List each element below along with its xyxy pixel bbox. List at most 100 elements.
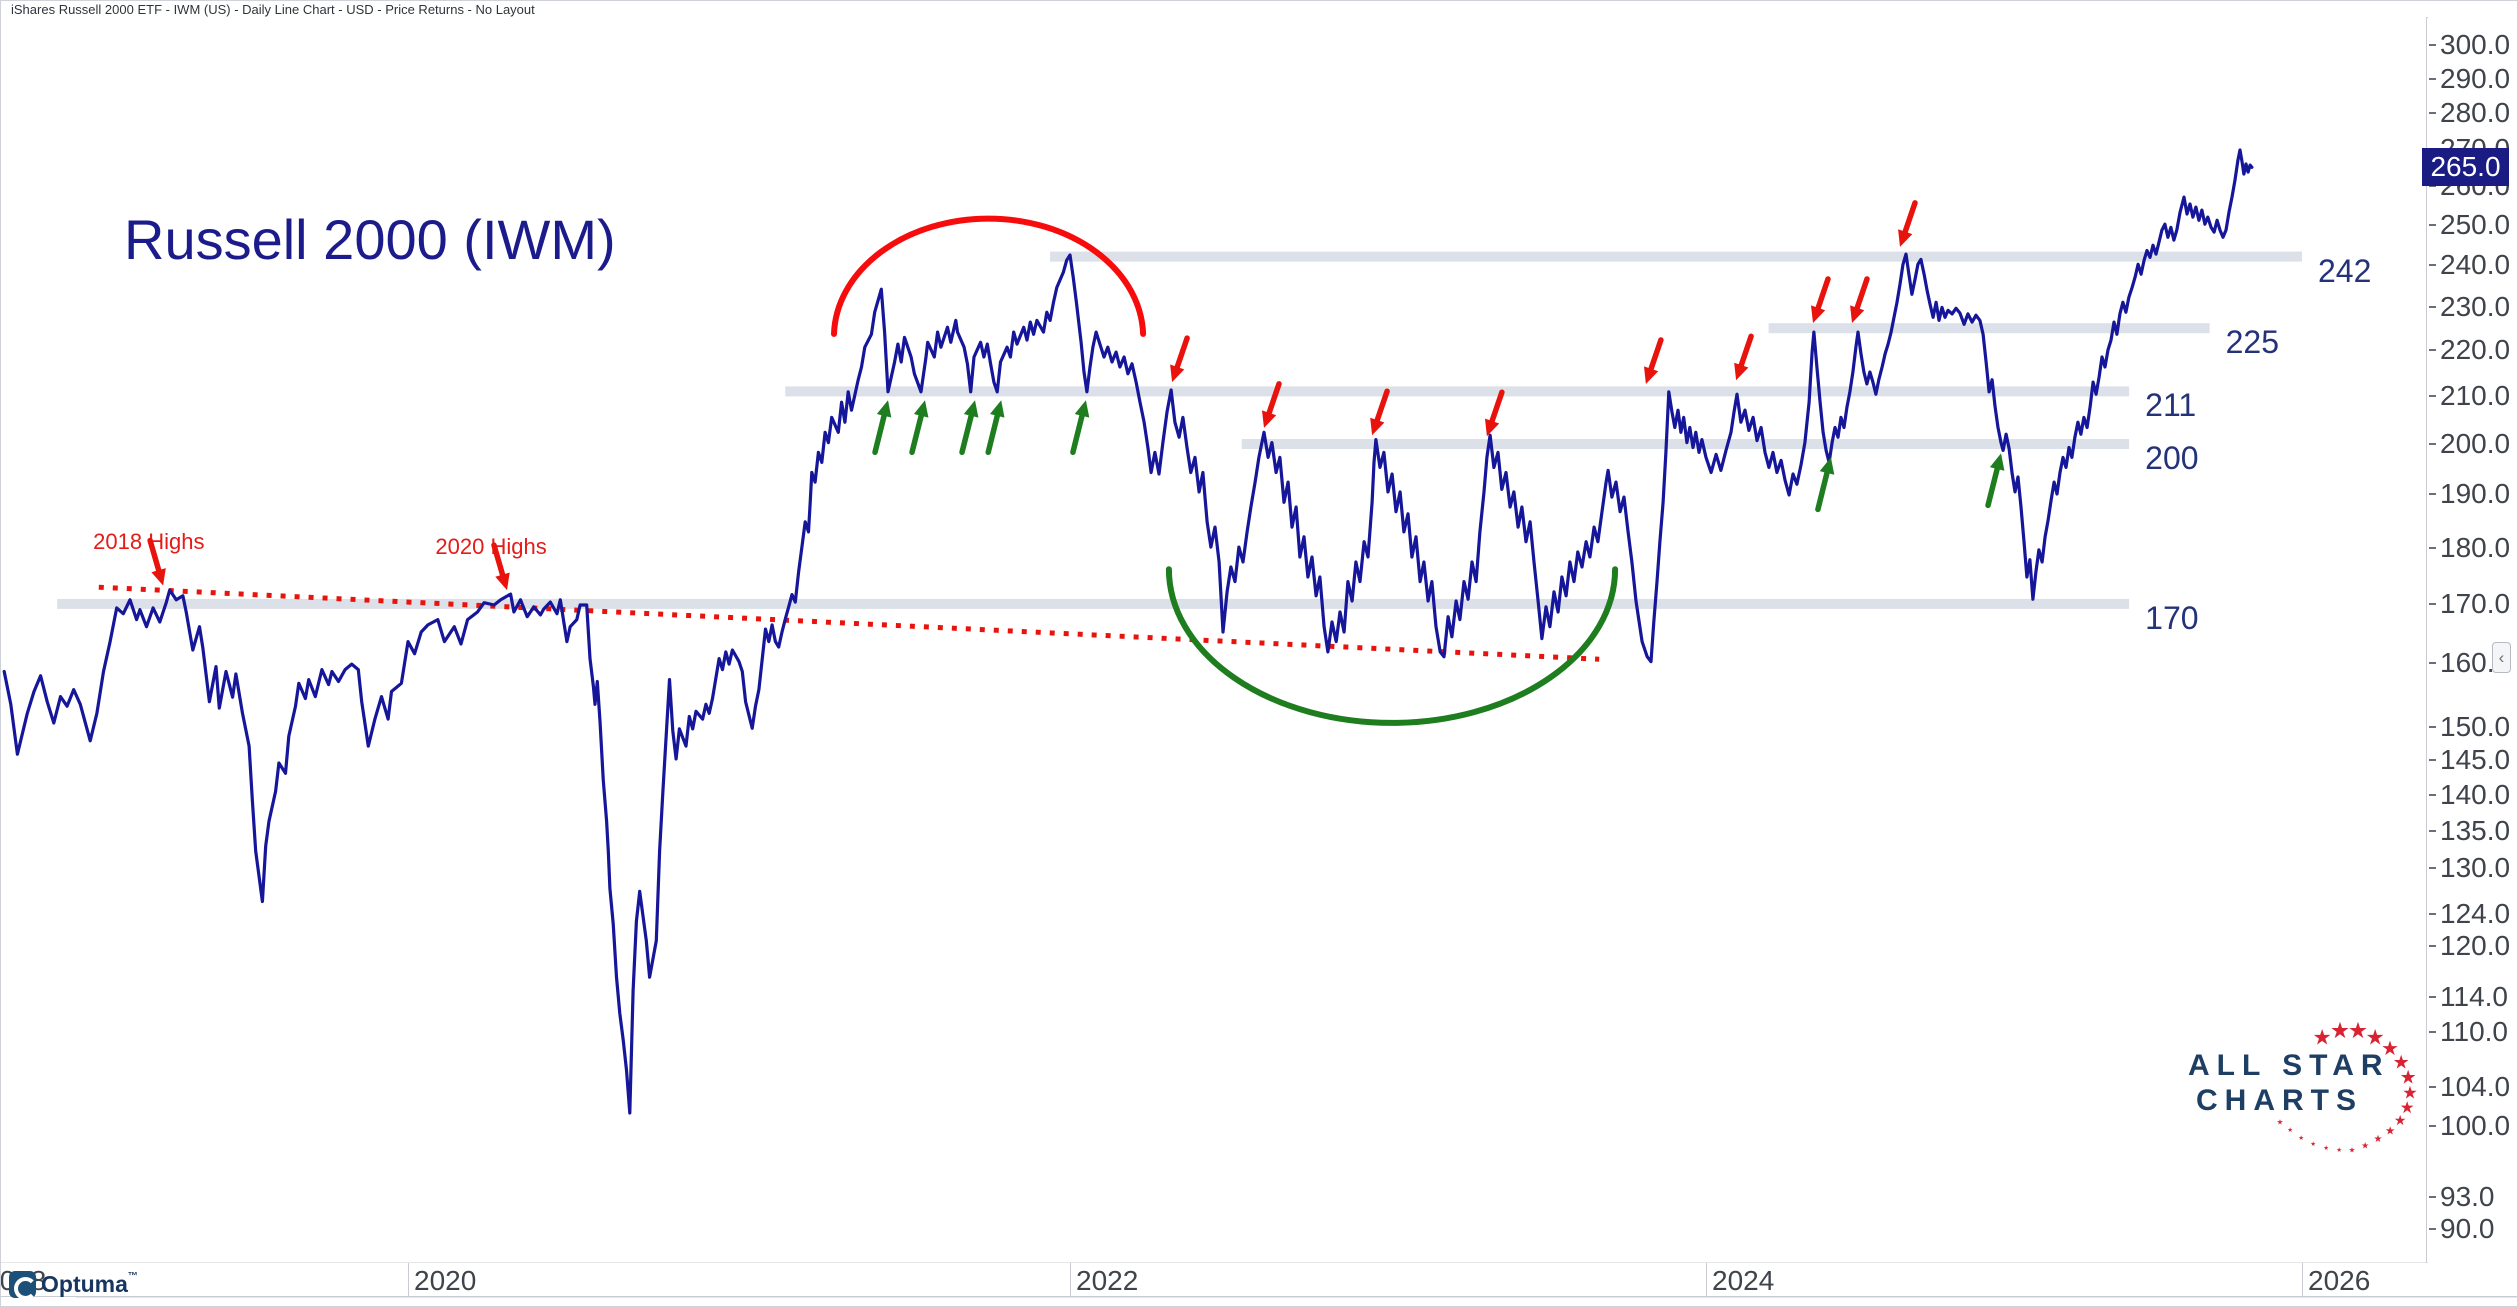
price-tick-mark [2429, 546, 2436, 549]
price-tick-label-220: 220.0 [2440, 334, 2511, 366]
optuma-logo: Optuma™ [9, 1269, 138, 1300]
level-label-225: 225 [2225, 324, 2279, 361]
asc-star-icon-12: ★ [2373, 1134, 2383, 1145]
allstarcharts-logo-line2: CHARTS [2196, 1084, 2363, 1117]
asc-star-icon-20: ★ [2276, 1117, 2284, 1127]
year-gridline-2024 [1706, 1263, 1707, 1297]
price-tick-mark [2429, 1030, 2436, 1033]
price-tick-mark [2429, 662, 2436, 665]
price-tick-mark [2429, 1086, 2436, 1089]
asc-star-icon-8: ★ [2402, 1082, 2418, 1103]
window-title: iShares Russell 2000 ETF - IWM (US) - Da… [11, 2, 535, 17]
price-tick-label-210: 210.0 [2440, 380, 2511, 412]
price-tick-label-200: 200.0 [2440, 428, 2511, 460]
price-tick-label-124: 124.0 [2440, 898, 2511, 930]
window-title-bar: iShares Russell 2000 ETF - IWM (US) - Da… [1, 1, 2517, 18]
chart-plot-area[interactable]: Russell 2000 (IWM) 242 225 211 200 170 2018 H… [1, 17, 2427, 1263]
asc-star-icon-14: ★ [2348, 1145, 2356, 1155]
price-tick-mark [2429, 263, 2436, 266]
price-tick-mark [2429, 866, 2436, 869]
year-label-2022: 2022 [1076, 1265, 1139, 1296]
year-gridline-2022 [1070, 1263, 1071, 1297]
price-tick-mark [2429, 725, 2436, 728]
asc-star-icon-17: ★ [2310, 1140, 2316, 1148]
price-tick-label-150: 150.0 [2440, 710, 2511, 742]
price-tick-mark [2429, 602, 2436, 605]
price-tick-mark [2429, 759, 2436, 762]
price-tick-label-290: 290.0 [2440, 62, 2511, 94]
asc-star-icon-9: ★ [2399, 1098, 2415, 1117]
asc-star-icon-15: ★ [2336, 1146, 2342, 1154]
year-gridline-2026 [2302, 1263, 2303, 1297]
optuma-icon [9, 1270, 37, 1300]
price-tick-label-114: 114.0 [2440, 980, 2508, 1012]
price-tick-label-180: 180.0 [2440, 531, 2511, 563]
price-tick-mark [2429, 913, 2436, 916]
price-axis[interactable]: 300.0290.0280.0270.0260.0250.0240.0230.0… [2428, 17, 2517, 1263]
year-label-2024: 2024 [1712, 1265, 1775, 1296]
price-tick-mark [2429, 223, 2436, 226]
price-tick-label-100: 100.0 [2440, 1109, 2511, 1141]
price-tick-label-240: 240.0 [2440, 248, 2511, 280]
price-tick-mark [2429, 44, 2436, 47]
asc-star-icon-1: ★ [2312, 1025, 2332, 1050]
price-tick-mark [2429, 493, 2436, 496]
price-tick-label-230: 230.0 [2440, 290, 2511, 322]
asc-star-icon-13: ★ [2361, 1140, 2369, 1151]
price-tick-mark [2429, 77, 2436, 80]
price-tick-mark [2429, 995, 2436, 998]
price-tick-mark [2429, 305, 2436, 308]
price-tick-label-90: 90.0 [2440, 1213, 2495, 1245]
year-gridline-2020 [408, 1263, 409, 1297]
asc-star-icon-7: ★ [2399, 1066, 2417, 1088]
asc-star-icon-19: ★ [2287, 1126, 2293, 1134]
asc-star-icon-2: ★ [2329, 1017, 2351, 1043]
asc-star-icon-5: ★ [2381, 1038, 2399, 1060]
price-tick-label-170: 170.0 [2440, 587, 2511, 619]
asc-star-icon-3: ★ [2347, 1017, 2369, 1043]
collapse-chevron-icon[interactable]: ‹ [2492, 642, 2511, 673]
price-tick-label-110: 110.0 [2440, 1015, 2508, 1047]
level-label-200: 200 [2145, 440, 2199, 477]
price-tick-label-93: 93.0 [2440, 1181, 2495, 1213]
price-tick-mark [2429, 395, 2436, 398]
asc-star-icon-11: ★ [2384, 1125, 2396, 1138]
price-tick-label-190: 190.0 [2440, 478, 2511, 510]
asc-star-icon-4: ★ [2365, 1025, 2385, 1050]
allstarcharts-logo-line1: ALL STAR [2188, 1049, 2390, 1082]
price-tick-label-140: 140.0 [2440, 778, 2511, 810]
price-tick-mark [2429, 112, 2436, 115]
asc-star-icon-16: ★ [2323, 1144, 2329, 1152]
annotation-text-2020-highs: 2020 Highs [435, 533, 547, 559]
price-tick-mark [2429, 443, 2436, 446]
chart-title: Russell 2000 (IWM) [124, 208, 616, 271]
price-tick-label-300: 300.0 [2440, 29, 2511, 61]
price-tick-label-104: 104.0 [2440, 1071, 2511, 1103]
price-tick-mark [2429, 1196, 2436, 1199]
price-tick-label-135: 135.0 [2440, 814, 2511, 846]
year-label-2020: 2020 [414, 1265, 477, 1296]
price-tick-mark [2429, 793, 2436, 796]
price-tick-mark [2429, 1124, 2436, 1127]
year-label-2026: 2026 [2308, 1265, 2371, 1296]
optuma-logo-text: Optuma™ [41, 1270, 138, 1297]
price-tick-label-120: 120.0 [2440, 930, 2511, 962]
annotation-text-2018-highs: 2018 Highs [93, 528, 205, 554]
price-tick-mark [2429, 349, 2436, 352]
price-tick-mark [2429, 945, 2436, 948]
last-price-badge: 265.0 [2422, 148, 2509, 187]
price-tick-label-130: 130.0 [2440, 851, 2511, 883]
level-label-170: 170 [2145, 599, 2199, 636]
level-label-242: 242 [2318, 252, 2372, 289]
asc-star-icon-6: ★ [2392, 1051, 2410, 1073]
asc-star-icon-10: ★ [2393, 1113, 2407, 1129]
price-tick-label-280: 280.0 [2440, 97, 2511, 129]
time-axis[interactable]: 20182020202220242026 [1, 1263, 2517, 1297]
price-tick-label-250: 250.0 [2440, 208, 2511, 240]
price-tick-mark [2429, 1228, 2436, 1231]
price-tick-mark [2429, 829, 2436, 832]
price-tick-label-145: 145.0 [2440, 744, 2511, 776]
asc-star-icon-18: ★ [2298, 1134, 2304, 1142]
level-label-211: 211 [2145, 387, 2197, 424]
